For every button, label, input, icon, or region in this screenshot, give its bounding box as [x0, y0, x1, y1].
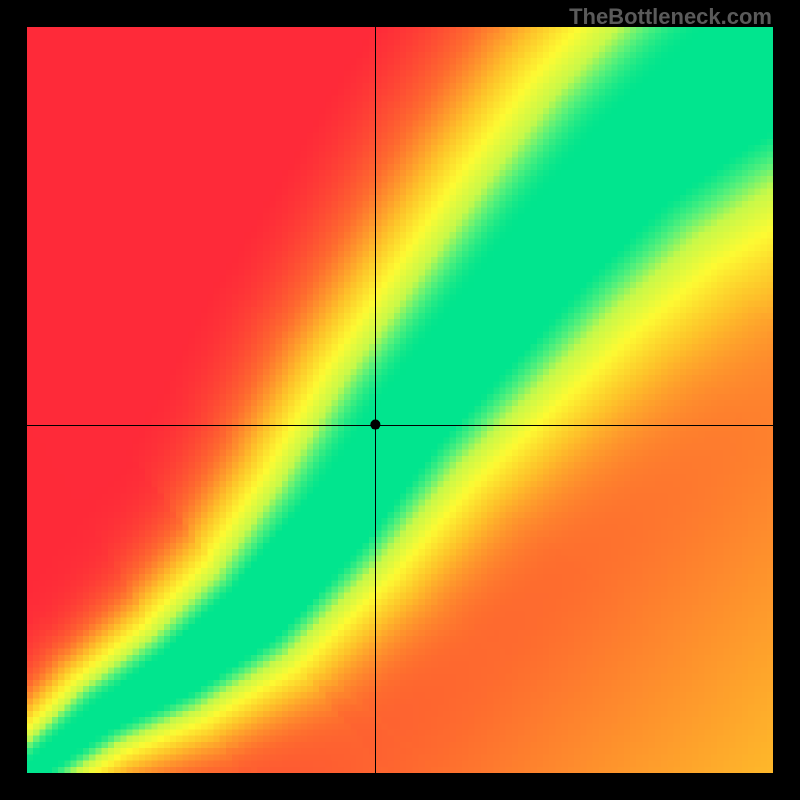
chart-container: TheBottleneck.com	[0, 0, 800, 800]
crosshair-overlay	[27, 27, 773, 773]
watermark-text: TheBottleneck.com	[569, 4, 772, 30]
